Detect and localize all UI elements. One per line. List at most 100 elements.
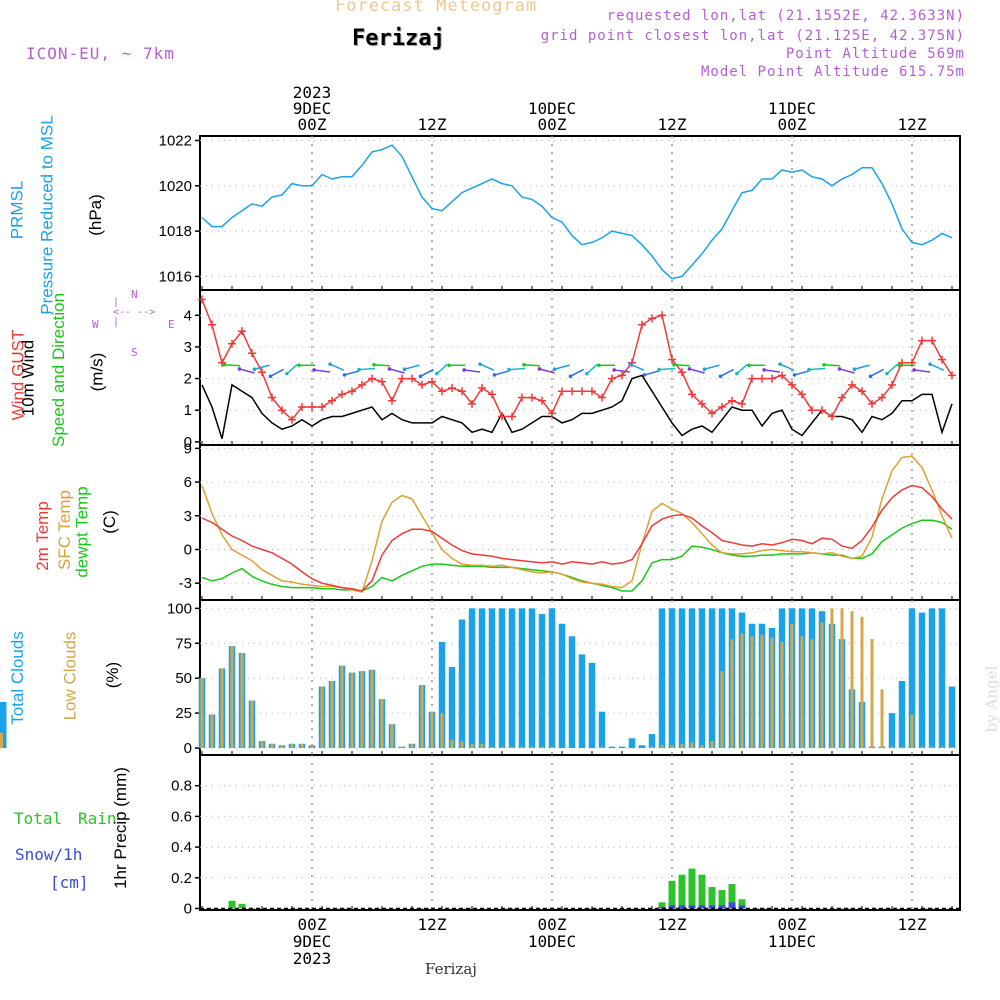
gust-point <box>828 412 836 421</box>
snow-bar <box>678 905 686 909</box>
wind-direction-arrowhead <box>522 362 526 367</box>
gust-point <box>748 374 756 383</box>
wind-direction-arrowhead <box>462 368 466 372</box>
total-clouds-bar <box>578 654 586 749</box>
total-clouds-bar <box>518 608 526 749</box>
total-clouds-bar <box>898 680 906 749</box>
low-clouds-bar <box>530 746 534 749</box>
low-clouds-bar <box>900 746 904 749</box>
low-clouds-bar <box>270 743 274 749</box>
low-clouds-bar <box>230 646 234 749</box>
time-label-top: 00Z <box>538 115 567 134</box>
total-clouds-bar <box>688 608 696 749</box>
wind-direction-arrowhead <box>628 362 632 366</box>
total-clouds-bar <box>588 662 596 749</box>
wind-direction-arrowhead <box>687 367 692 371</box>
gust-point <box>448 384 456 393</box>
low-clouds-bar <box>830 608 834 749</box>
gust-point <box>608 374 616 383</box>
gust-point <box>778 371 786 380</box>
low-clouds-bar <box>490 746 494 749</box>
wind-direction-arrowhead <box>478 362 482 366</box>
low-clouds-bar <box>430 711 434 749</box>
low-clouds-bar <box>920 746 924 749</box>
wind-direction-arrow <box>586 363 598 375</box>
wind-direction-arrow <box>344 370 360 376</box>
total-clouds-bar <box>628 738 636 749</box>
wind-direction-arrow <box>794 370 810 376</box>
low-clouds-bar <box>370 669 374 749</box>
total-clouds-bar <box>538 613 546 749</box>
wind-direction-arrowhead <box>537 367 542 371</box>
time-label-bottom: 00Z <box>298 915 327 934</box>
wind-direction-arrow <box>464 369 480 373</box>
gust-point <box>518 393 526 402</box>
total-clouds-bar <box>638 745 646 749</box>
low-clouds-bar <box>520 746 524 749</box>
low-clouds-bar <box>390 724 394 749</box>
gust-point <box>408 374 416 383</box>
wind-direction-arrowhead <box>312 368 316 372</box>
gust-point <box>858 387 866 396</box>
wind-direction-arrow <box>523 364 541 367</box>
low-clouds-bar <box>930 746 934 749</box>
y-tick-label: -3 <box>179 575 192 592</box>
gust-point <box>298 403 306 412</box>
y-tick-label: 1022 <box>159 133 192 150</box>
y-tick-label: 4 <box>184 307 192 324</box>
gust-point <box>818 406 826 415</box>
wind-direction-arrowhead <box>372 362 376 367</box>
wind-direction-arrowhead <box>342 373 347 377</box>
total-clouds-bar <box>478 608 486 749</box>
low-clouds-bar <box>200 678 204 749</box>
wind-direction-arrowhead <box>747 363 751 368</box>
wind-direction-arrow <box>436 363 448 375</box>
total-clouds-bar <box>608 746 616 749</box>
snow-bar <box>688 905 696 909</box>
gust-point <box>498 412 506 421</box>
compass-e-label: E <box>168 318 175 331</box>
gust-point <box>198 295 206 304</box>
wind-direction-arrowhead <box>822 362 826 367</box>
low-clouds-bar <box>250 700 254 749</box>
wind-direction-arrowhead <box>222 362 226 367</box>
low-clouds-bar <box>0 735 3 749</box>
y-tick-label: 50 <box>175 670 192 687</box>
wind-direction-arrowhead <box>762 368 766 372</box>
wind-direction-arrowhead <box>357 367 361 372</box>
gust-point <box>578 387 586 396</box>
y-tick-label: 3 <box>184 339 192 356</box>
y-tick-label: 25 <box>175 705 192 722</box>
low-clouds-bar <box>800 636 804 749</box>
wind-direction-arrow <box>779 363 795 371</box>
wind-direction-arrowhead <box>657 367 661 372</box>
total-clouds-bar <box>618 746 626 749</box>
low-clouds-bar <box>550 746 554 749</box>
rain-bar <box>728 883 736 909</box>
low-clouds-bar <box>450 739 454 749</box>
total-clouds-bar <box>658 608 666 749</box>
wind-direction-arrowhead <box>447 363 451 368</box>
low-clouds-bar <box>880 689 884 749</box>
wind-direction-arrowhead <box>328 362 332 366</box>
gust-point <box>808 406 816 415</box>
total-clouds-bar <box>948 686 956 749</box>
time-label-bottom: 00Z <box>778 915 807 934</box>
gust-point <box>538 396 546 405</box>
snow-bar <box>728 902 736 909</box>
snow-bar <box>658 906 666 909</box>
time-label-top: 10DEC <box>528 99 576 118</box>
wind-direction-arrowhead <box>435 371 439 376</box>
total-clouds-bar <box>648 734 656 749</box>
wind-direction-arrow <box>286 363 298 375</box>
total-clouds-bar <box>468 608 476 749</box>
low-clouds-bar <box>480 743 484 749</box>
wind-direction-arrowhead <box>387 367 392 371</box>
gust-point <box>278 406 286 415</box>
gust-point <box>758 374 766 383</box>
low-clouds-bar <box>540 746 544 749</box>
wind-direction-arrowhead <box>792 373 797 377</box>
low-clouds-bar <box>260 741 264 749</box>
wind-direction-arrow <box>314 369 330 373</box>
